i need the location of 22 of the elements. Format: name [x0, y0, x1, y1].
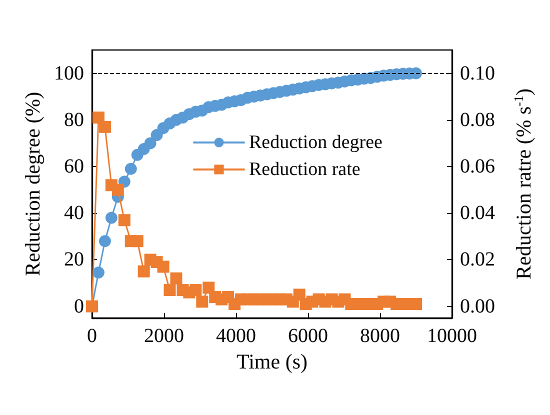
y2-axis-title: Reduction ratre (% s-1): [511, 88, 536, 280]
x-axis-title: Time (s): [236, 349, 308, 374]
y2-tick-label: 0.08: [460, 108, 495, 131]
y2-tick-label: 0.04: [460, 202, 495, 224]
y-tick-label: 60: [64, 156, 84, 178]
y-tick-label: 20: [64, 248, 84, 271]
x-tick-label: 4000: [216, 325, 256, 347]
y2-tick-label: 0.10: [460, 62, 495, 84]
legend-label: Reduction degree: [249, 132, 382, 153]
x-tick-label: 6000: [288, 325, 328, 347]
y-axis-title: Reduction degree (%): [20, 92, 45, 276]
y2-tick-label: 0.00: [460, 295, 495, 318]
y2-tick-label: 0.06: [460, 156, 495, 178]
y-tick-label: 100: [54, 62, 84, 84]
y2-tick-label: 0.02: [460, 248, 495, 271]
y-tick-label: 40: [64, 202, 84, 224]
x-tick-label: 10000: [427, 325, 477, 347]
y-tick-label: 80: [64, 108, 84, 131]
legend-label: Reduction rate: [249, 159, 360, 180]
x-tick-label: 2000: [144, 325, 184, 347]
y-tick-label: 0: [74, 295, 84, 318]
x-tick-label: 8000: [360, 325, 400, 347]
